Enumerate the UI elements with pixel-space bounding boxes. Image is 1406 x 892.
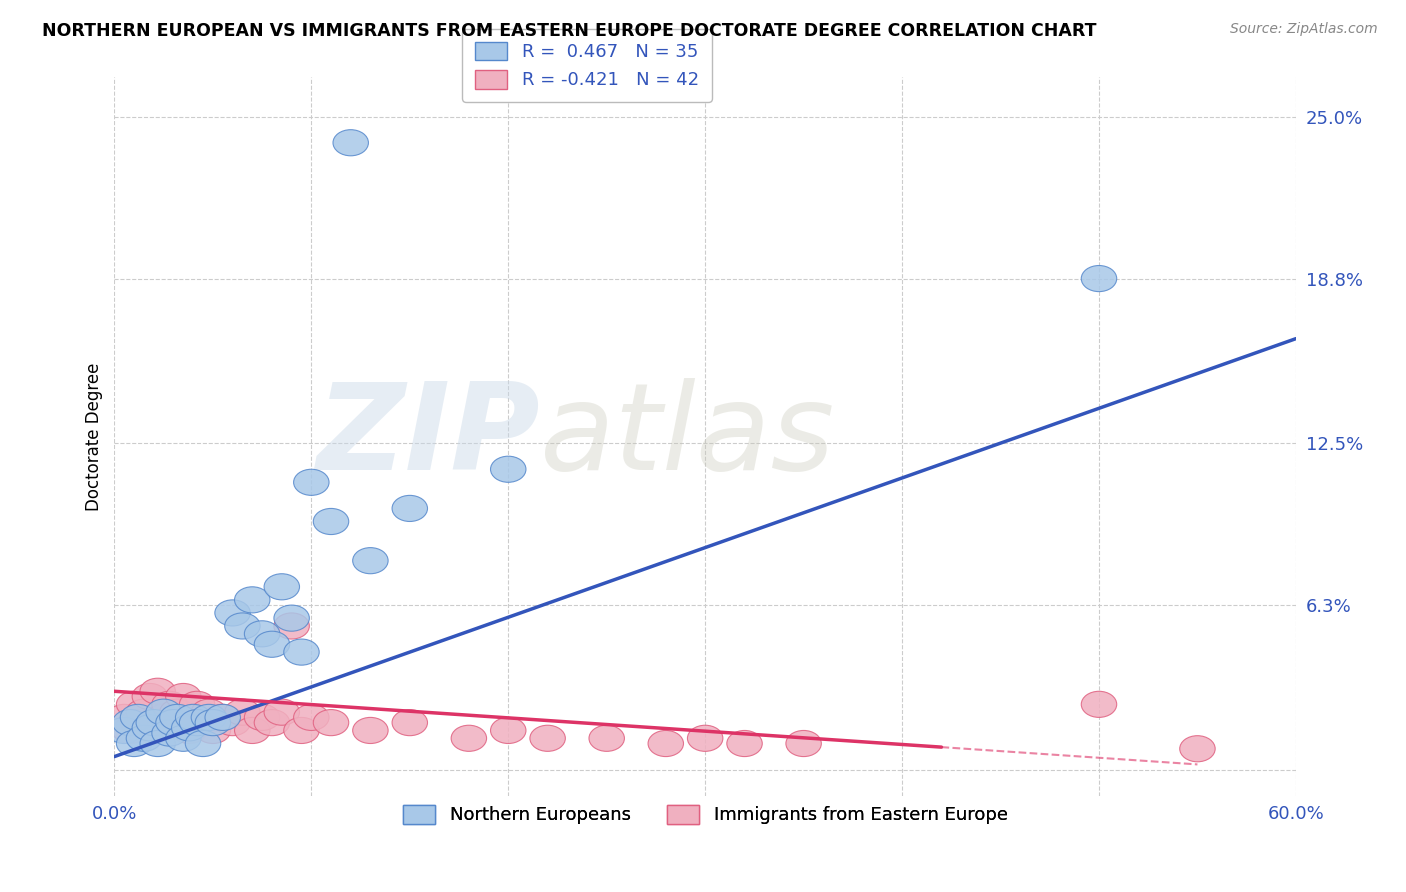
Ellipse shape — [166, 725, 201, 751]
Ellipse shape — [451, 725, 486, 751]
Ellipse shape — [274, 613, 309, 639]
Ellipse shape — [333, 129, 368, 156]
Ellipse shape — [156, 709, 191, 736]
Ellipse shape — [172, 717, 207, 744]
Ellipse shape — [235, 717, 270, 744]
Ellipse shape — [127, 699, 162, 725]
Text: NORTHERN EUROPEAN VS IMMIGRANTS FROM EASTERN EUROPE DOCTORATE DEGREE CORRELATION: NORTHERN EUROPEAN VS IMMIGRANTS FROM EAS… — [42, 22, 1097, 40]
Ellipse shape — [127, 725, 162, 751]
Ellipse shape — [491, 456, 526, 483]
Ellipse shape — [294, 705, 329, 731]
Ellipse shape — [160, 705, 195, 731]
Ellipse shape — [491, 717, 526, 744]
Ellipse shape — [648, 731, 683, 756]
Ellipse shape — [1180, 736, 1215, 762]
Ellipse shape — [274, 605, 309, 632]
Ellipse shape — [195, 709, 231, 736]
Ellipse shape — [191, 699, 226, 725]
Ellipse shape — [136, 709, 172, 736]
Y-axis label: Doctorate Degree: Doctorate Degree — [86, 362, 103, 511]
Ellipse shape — [392, 709, 427, 736]
Ellipse shape — [235, 587, 270, 613]
Ellipse shape — [152, 720, 187, 746]
Ellipse shape — [107, 717, 142, 744]
Ellipse shape — [215, 709, 250, 736]
Ellipse shape — [166, 683, 201, 709]
Ellipse shape — [786, 731, 821, 756]
Ellipse shape — [284, 639, 319, 665]
Ellipse shape — [254, 632, 290, 657]
Ellipse shape — [180, 709, 215, 736]
Ellipse shape — [132, 714, 167, 741]
Ellipse shape — [688, 725, 723, 751]
Ellipse shape — [112, 717, 148, 744]
Ellipse shape — [107, 705, 142, 731]
Ellipse shape — [294, 469, 329, 495]
Ellipse shape — [117, 731, 152, 756]
Ellipse shape — [353, 717, 388, 744]
Ellipse shape — [589, 725, 624, 751]
Ellipse shape — [136, 717, 172, 744]
Ellipse shape — [112, 709, 148, 736]
Text: ZIP: ZIP — [316, 378, 540, 495]
Ellipse shape — [205, 705, 240, 731]
Ellipse shape — [146, 705, 181, 731]
Ellipse shape — [392, 495, 427, 522]
Ellipse shape — [225, 613, 260, 639]
Ellipse shape — [186, 709, 221, 736]
Text: Source: ZipAtlas.com: Source: ZipAtlas.com — [1230, 22, 1378, 37]
Ellipse shape — [156, 709, 191, 736]
Ellipse shape — [117, 691, 152, 717]
Ellipse shape — [141, 678, 176, 705]
Ellipse shape — [176, 705, 211, 731]
Ellipse shape — [191, 705, 226, 731]
Ellipse shape — [121, 709, 156, 736]
Ellipse shape — [1081, 266, 1116, 292]
Ellipse shape — [152, 691, 187, 717]
Legend: Northern Europeans, Immigrants from Eastern Europe: Northern Europeans, Immigrants from East… — [389, 792, 1021, 837]
Ellipse shape — [160, 699, 195, 725]
Ellipse shape — [264, 699, 299, 725]
Ellipse shape — [254, 709, 290, 736]
Ellipse shape — [132, 683, 167, 709]
Ellipse shape — [186, 731, 221, 756]
Ellipse shape — [314, 709, 349, 736]
Ellipse shape — [205, 705, 240, 731]
Ellipse shape — [353, 548, 388, 574]
Ellipse shape — [284, 717, 319, 744]
Ellipse shape — [141, 731, 176, 756]
Text: atlas: atlas — [540, 378, 835, 495]
Ellipse shape — [146, 699, 181, 725]
Ellipse shape — [264, 574, 299, 599]
Ellipse shape — [215, 599, 250, 626]
Ellipse shape — [530, 725, 565, 751]
Ellipse shape — [245, 621, 280, 647]
Ellipse shape — [195, 717, 231, 744]
Ellipse shape — [245, 705, 280, 731]
Ellipse shape — [180, 691, 215, 717]
Ellipse shape — [1081, 691, 1116, 717]
Ellipse shape — [172, 714, 207, 741]
Ellipse shape — [314, 508, 349, 534]
Ellipse shape — [225, 699, 260, 725]
Ellipse shape — [176, 705, 211, 731]
Ellipse shape — [727, 731, 762, 756]
Ellipse shape — [121, 705, 156, 731]
